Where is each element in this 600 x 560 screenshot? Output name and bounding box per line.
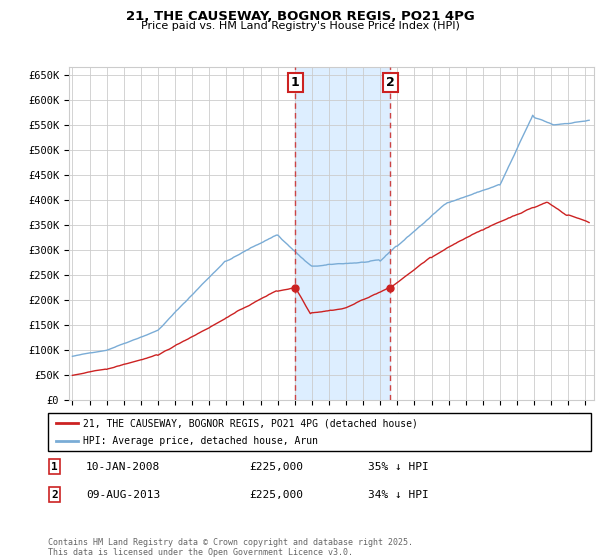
Text: 1: 1 bbox=[51, 461, 58, 472]
Text: 34% ↓ HPI: 34% ↓ HPI bbox=[368, 490, 429, 500]
FancyBboxPatch shape bbox=[48, 413, 591, 451]
Text: 09-AUG-2013: 09-AUG-2013 bbox=[86, 490, 160, 500]
Text: 21, THE CAUSEWAY, BOGNOR REGIS, PO21 4PG: 21, THE CAUSEWAY, BOGNOR REGIS, PO21 4PG bbox=[125, 10, 475, 23]
Text: £225,000: £225,000 bbox=[249, 490, 303, 500]
Text: HPI: Average price, detached house, Arun: HPI: Average price, detached house, Arun bbox=[83, 436, 318, 446]
Bar bbox=[295, 67, 391, 400]
Text: 35% ↓ HPI: 35% ↓ HPI bbox=[368, 461, 429, 472]
Text: 2: 2 bbox=[386, 76, 395, 88]
Text: Contains HM Land Registry data © Crown copyright and database right 2025.
This d: Contains HM Land Registry data © Crown c… bbox=[48, 538, 413, 557]
Text: 2: 2 bbox=[51, 490, 58, 500]
Text: £225,000: £225,000 bbox=[249, 461, 303, 472]
Text: 1: 1 bbox=[291, 76, 300, 88]
Text: Price paid vs. HM Land Registry's House Price Index (HPI): Price paid vs. HM Land Registry's House … bbox=[140, 21, 460, 31]
Text: 10-JAN-2008: 10-JAN-2008 bbox=[86, 461, 160, 472]
Text: 21, THE CAUSEWAY, BOGNOR REGIS, PO21 4PG (detached house): 21, THE CAUSEWAY, BOGNOR REGIS, PO21 4PG… bbox=[83, 418, 418, 428]
